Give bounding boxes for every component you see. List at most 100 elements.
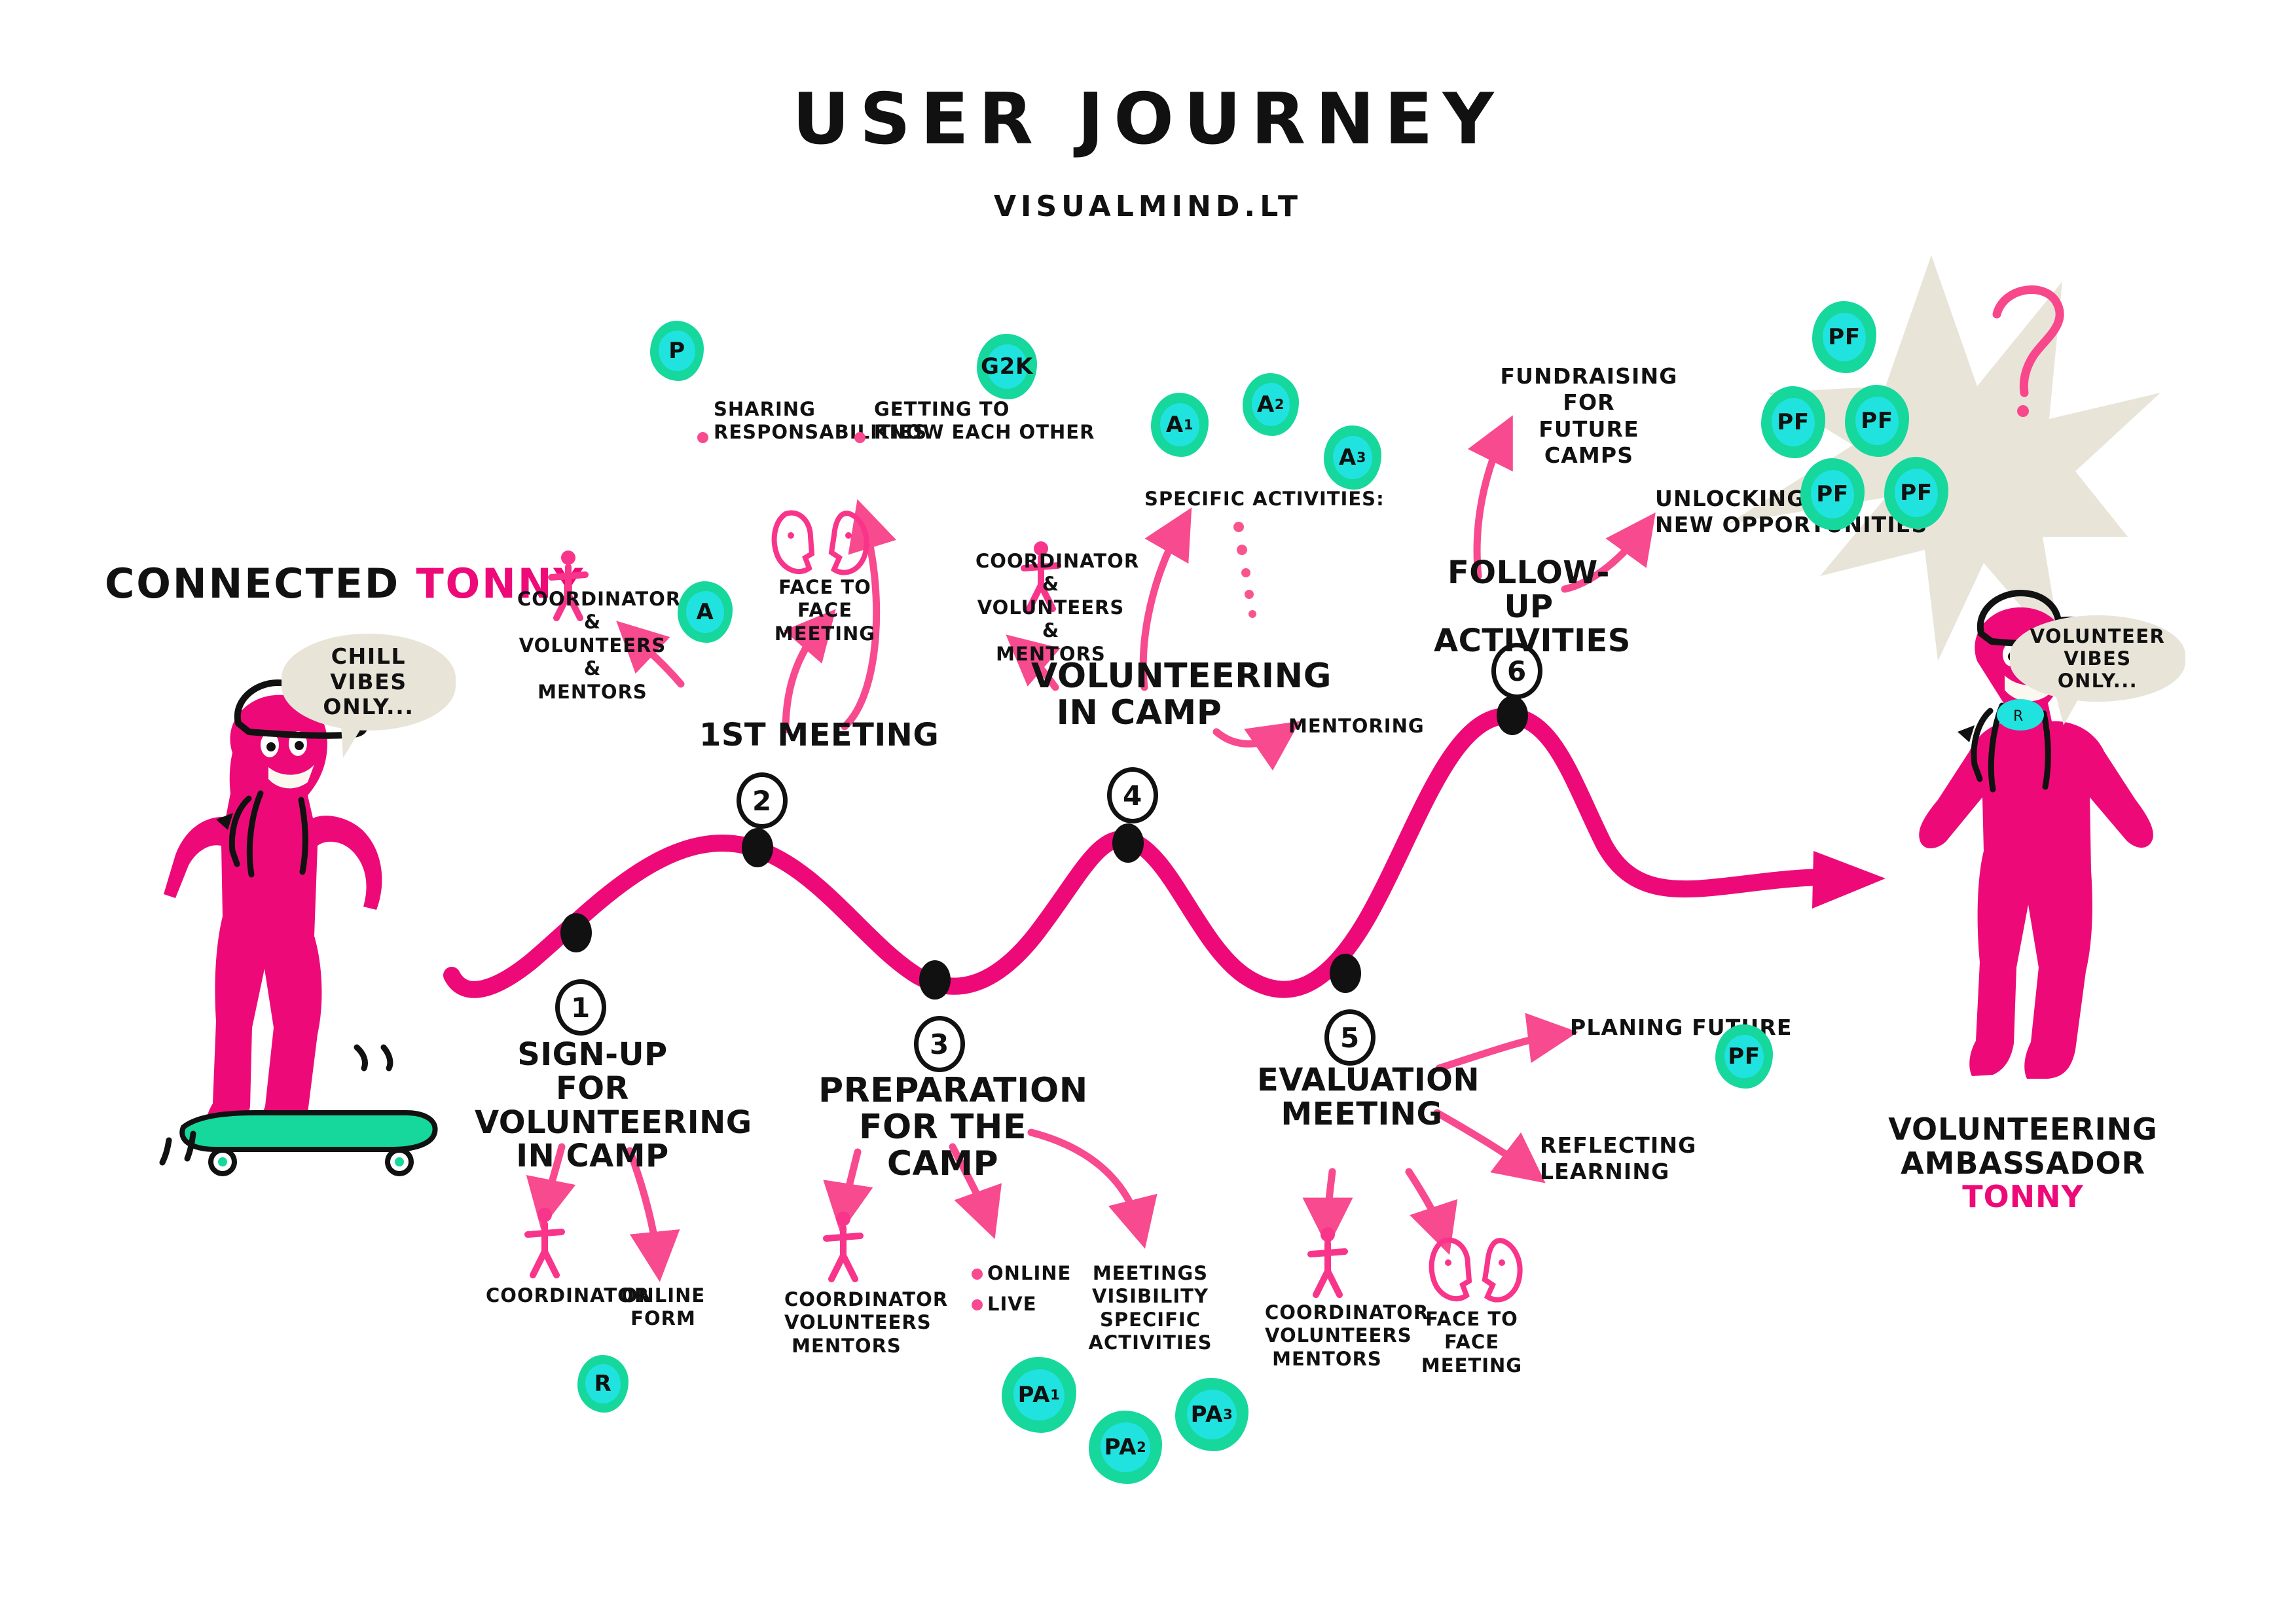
- stage-number-3: 3: [914, 1016, 965, 1072]
- note-s6-fundraising: FUNDRAISING FOR FUTURE CAMPS: [1500, 363, 1678, 468]
- arrow-s4-mentoring: [1212, 721, 1300, 771]
- arrow-s1-onlineform: [626, 1147, 680, 1282]
- green-bubble-pf-4-label: PF: [1810, 469, 1855, 519]
- green-bubble-pa2: PA 2: [1089, 1411, 1162, 1484]
- green-bubble-pf-eval: PF: [1715, 1024, 1773, 1089]
- speech-bubble-left: CHILL VIBES ONLY...: [282, 634, 456, 731]
- note-s4-mentoring: MENTORING: [1288, 715, 1425, 737]
- green-bubble-pf-5-label: PF: [1894, 468, 1939, 518]
- journey-arrowhead: [1812, 851, 1886, 909]
- green-bubble-pa3-label: PA 3: [1186, 1389, 1237, 1440]
- stage-number-4: 4: [1107, 767, 1158, 823]
- persona-left-title: CONNECTED TONNY: [105, 560, 585, 607]
- arrow-s5-planning: [1435, 1013, 1578, 1072]
- stage-dot-4: [1112, 823, 1144, 863]
- stick-figure-icon-s3: [823, 1212, 864, 1282]
- stage-number-6: 6: [1491, 643, 1542, 699]
- green-bubble-pf-1: PF: [1812, 301, 1876, 373]
- note-s5-actors: COORDINATOR VOLUNTEERS MENTORS: [1265, 1301, 1429, 1370]
- green-bubble-p-label: P: [659, 330, 695, 372]
- speech-bubble-right-text: VOLUNTEER VIBES ONLY...: [2030, 624, 2166, 693]
- persona-right-line1: VOLUNTEERING: [1888, 1111, 2158, 1147]
- green-bubble-pf-2-label: PF: [1771, 397, 1815, 447]
- note-s2-actors: COORDINATOR & VOLUNTEERS & MENTORS: [517, 588, 682, 703]
- green-bubble-pf-3: PF: [1845, 385, 1909, 457]
- note-s4-actors: COORDINATOR & VOLUNTEERS & MENTORS: [975, 550, 1140, 665]
- bullet-s2-getting: [854, 432, 866, 443]
- stage-dot-6: [1497, 696, 1528, 735]
- svg-text:R: R: [2013, 708, 2023, 725]
- stage-label-6: FOLLOW-UP ACTIVITIES: [1434, 554, 1631, 659]
- note-s3-live: LIVE: [987, 1293, 1037, 1315]
- skater-body: [164, 695, 382, 1144]
- note-s2-sharing: SHARING RESPONSABILITIES: [714, 398, 928, 444]
- green-bubble-pa1: PA 1: [1002, 1357, 1076, 1433]
- skateboard: [179, 1110, 438, 1152]
- page-title: USER JOURNEY: [792, 79, 1504, 160]
- stick-figure-icon-s5: [1307, 1227, 1348, 1298]
- note-s1-coordinator: COORDINATOR: [486, 1284, 650, 1307]
- page-subtitle: VISUALMIND.LT: [993, 190, 1303, 223]
- arrow-s4-actors: [1006, 634, 1061, 691]
- arrow-s2-actors: [616, 621, 685, 688]
- starburst-shape: [1728, 255, 2160, 661]
- green-bubble-a: A: [678, 581, 733, 643]
- stage-dot-2: [742, 828, 773, 867]
- face-to-face-icon-s5: [1429, 1237, 1523, 1303]
- stick-figure-icon-s1: [524, 1208, 565, 1278]
- arrow-s6-unlocking: [1561, 512, 1656, 593]
- arrow-s2-getting: [841, 499, 897, 731]
- green-bubble-pf-4: PF: [1800, 458, 1865, 530]
- green-bubble-g2k: G2K: [977, 334, 1037, 399]
- stage-number-1: 1: [555, 979, 606, 1036]
- stage-label-2: 1ST MEETING: [699, 717, 939, 753]
- specific-activities-dots: [1233, 522, 1256, 618]
- arrow-s3-actors: [823, 1148, 873, 1234]
- green-bubble-p: P: [650, 321, 704, 381]
- bullet-s2-sharing: [697, 432, 708, 443]
- stick-figure-icon-s4: [1021, 541, 1061, 612]
- note-s3-online: ONLINE: [987, 1262, 1072, 1284]
- green-bubble-pa3: PA 3: [1175, 1378, 1248, 1451]
- skater-smile: [268, 765, 314, 789]
- stage-label-1: SIGN-UP FOR VOLUNTEERING IN CAMP: [475, 1036, 752, 1175]
- note-s3-meetings: MEETINGS VISIBILITY SPECIFIC ACTIVITIES: [1088, 1262, 1212, 1354]
- skater-backpack-icon: [228, 790, 308, 878]
- stage-dot-5: [1330, 954, 1361, 993]
- arrow-s5-reflecting: [1433, 1109, 1546, 1183]
- note-s2-getting: GETTING TO KNOW EACH OTHER: [874, 398, 1095, 444]
- persona-right-title: VOLUNTEERING AMBASSADOR TONNY: [1886, 1111, 2160, 1214]
- arrow-s5-f2f: [1405, 1168, 1458, 1255]
- note-s2-f2f: FACE TO FACE MEETING: [774, 576, 876, 645]
- ambassador-badge: [1997, 699, 2044, 731]
- note-s6-unlocking: UNLOCKING NEW OPPORTUNITIES: [1655, 486, 1927, 538]
- green-bubble-pa2-label: PA 2: [1100, 1422, 1151, 1473]
- green-bubble-pf-5: PF: [1884, 457, 1948, 529]
- green-bubble-g2k-label: G2K: [981, 344, 1032, 389]
- green-bubble-pf-3-label: PF: [1855, 396, 1899, 446]
- speech-bubble-right: VOLUNTEER VIBES ONLY...: [2010, 615, 2185, 702]
- tonny-skater: [159, 679, 438, 1176]
- arrow-s3-meetings: [1027, 1128, 1157, 1249]
- stage-label-5: EVALUATION MEETING: [1257, 1062, 1480, 1132]
- bullet-s3-online: [972, 1269, 983, 1280]
- green-bubble-pa1-label: PA 1: [1013, 1369, 1065, 1421]
- stick-figure-icon-s2: [548, 550, 589, 621]
- stage-dot-1: [560, 913, 592, 952]
- bullet-s3-live: [972, 1299, 983, 1310]
- arrow-s1-coordinator: [526, 1143, 576, 1230]
- question-mark-icon: [1992, 285, 2064, 397]
- arrow-s3-onlinelive: [949, 1143, 1002, 1239]
